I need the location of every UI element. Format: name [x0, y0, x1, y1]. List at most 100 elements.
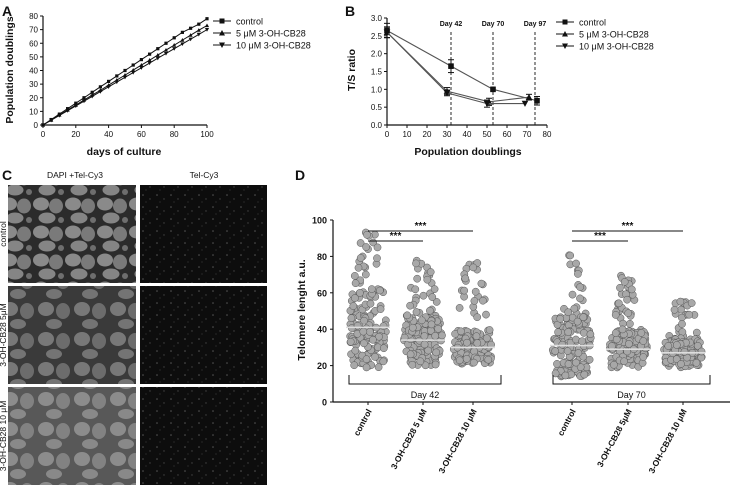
panel-a-data-point	[164, 41, 168, 45]
panel-d-data-point	[639, 337, 648, 345]
panel-d-data-point	[412, 308, 421, 316]
panel-a-data-point	[155, 56, 160, 61]
panel-a-data-point	[156, 47, 160, 51]
panel-a-data-point	[204, 23, 210, 28]
panel-d-data-point	[427, 320, 436, 329]
panel-d-data-point	[677, 360, 685, 368]
panel-d-significance-label: ***	[594, 231, 606, 242]
panel-b-x-tick-label: 40	[463, 130, 472, 139]
panel-a-data-point	[90, 90, 94, 94]
panel-a-data-point	[188, 33, 193, 37]
panel-a-legend-marker	[219, 30, 225, 36]
micrograph-control-telcy3	[140, 185, 267, 283]
panel-d-data-point	[463, 338, 471, 347]
panel-d-data-point	[420, 340, 429, 349]
panel-b-data-point	[448, 63, 454, 69]
panel-c-letter: C	[2, 167, 12, 183]
panel-a-data-point	[172, 43, 177, 47]
panel-d-data-point	[461, 274, 470, 283]
panel-d-data-point	[403, 311, 412, 320]
panel-d-data-point	[697, 347, 706, 356]
panel-d-group-bracket	[348, 375, 502, 385]
panel-d-data-point	[455, 356, 464, 365]
panel-a-data-point	[163, 47, 169, 52]
panel-b-x-tick-label: 10	[403, 130, 412, 139]
micrograph-control-merged	[8, 185, 136, 283]
panel-b-x-tick-label: 60	[503, 130, 512, 139]
panel-a-data-point	[131, 67, 136, 72]
panel-a-data-point	[131, 70, 136, 75]
panel-d-data-point	[585, 355, 594, 364]
panel-d-data-point	[676, 297, 685, 306]
panel-a-data-point	[196, 28, 201, 32]
panel-d-data-point	[564, 328, 573, 336]
panel-b-legend-marker	[562, 31, 568, 37]
panel-d-data-point	[670, 305, 679, 314]
micrograph-5um-telcy3	[140, 286, 267, 384]
panel-d-data-point	[430, 285, 439, 293]
panel-d-data-point	[692, 359, 701, 367]
panel-d-data-point	[566, 251, 575, 260]
panel-d-data-point	[612, 335, 621, 344]
panel-d-data-point	[573, 317, 582, 326]
panel-b-letter: B	[345, 3, 355, 19]
panel-d-data-point	[360, 316, 368, 325]
panel-d-data-point	[379, 344, 388, 353]
panel-d-y-tick-label: 20	[317, 361, 327, 371]
panel-b-day-label: Day 70	[482, 21, 505, 28]
panel-d-data-point	[572, 358, 580, 367]
panel-d-data-point	[580, 329, 588, 337]
panel-a-legend-label: 5 μM 3-OH-CB28	[236, 29, 306, 39]
panel-a-x-tick-label: 60	[137, 130, 146, 139]
panel-d-data-point	[624, 309, 633, 318]
panel-b-data-point	[521, 100, 529, 107]
panel-d-significance-label: ***	[622, 221, 634, 232]
panel-d-data-point	[362, 355, 371, 364]
panel-d-data-point	[672, 355, 681, 364]
panel-d-data-point	[623, 295, 631, 304]
panel-d-data-point	[426, 268, 435, 276]
panel-b-day-label: Day 42	[440, 21, 463, 28]
panel-a-y-tick-label: 10	[29, 107, 38, 116]
panel-b-y-tick-label: 2.5	[371, 32, 383, 41]
panel-a-legend-label: 10 μM 3-OH-CB28	[236, 41, 311, 51]
panel-d-data-point	[371, 353, 379, 361]
panel-d-data-point	[471, 287, 480, 296]
panel-a-data-point	[204, 28, 210, 32]
micrograph-10um-telcy3	[140, 387, 267, 485]
panel-b-legend-marker	[562, 19, 568, 25]
panel-a-data-point	[196, 32, 201, 37]
panel-d-data-point	[362, 363, 371, 372]
panel-d-data-point	[457, 327, 465, 336]
panel-b-x-tick-label: 30	[443, 130, 452, 139]
panel-d-data-point	[574, 270, 582, 278]
panel-b-ylabel: T/S ratio	[346, 49, 358, 91]
panel-d-data-point	[350, 272, 359, 280]
panel-d-data-point	[408, 323, 417, 332]
panel-b-legend-label: control	[579, 18, 606, 28]
panel-d-data-point	[639, 353, 648, 361]
panel-b-series-line	[386, 31, 530, 103]
panel-d-significance-label: ***	[390, 231, 402, 242]
panel-d-data-point	[412, 259, 420, 268]
panel-d-data-point	[374, 363, 383, 372]
panel-d-category-label: 3-OH-CB28 10 μM	[646, 407, 688, 475]
panel-a-data-point	[107, 79, 111, 83]
panel-b-legend-marker	[562, 43, 568, 49]
panel-d-letter: D	[295, 167, 305, 183]
panel-d-data-point	[551, 369, 560, 378]
panel-b-chart: 0.0 0.5 1.0 1.5 2.0 2.5 3.0 0 10 20 30 40 50 60 70 80 Da…	[371, 14, 654, 139]
panel-d-data-point	[363, 230, 371, 239]
panel-d-significance-label: ***	[415, 221, 427, 232]
panel-a-data-point	[189, 26, 193, 30]
panel-d-data-point	[431, 332, 440, 340]
panel-d-data-point	[627, 285, 636, 294]
panel-d-data-point	[366, 328, 374, 336]
panel-d-data-point	[687, 299, 696, 307]
panel-d-data-point	[637, 329, 646, 337]
panel-a-data-point	[122, 75, 128, 80]
panel-d-data-point	[406, 350, 415, 359]
panel-d-data-point	[356, 289, 364, 297]
panel-d-data-point	[376, 305, 385, 313]
